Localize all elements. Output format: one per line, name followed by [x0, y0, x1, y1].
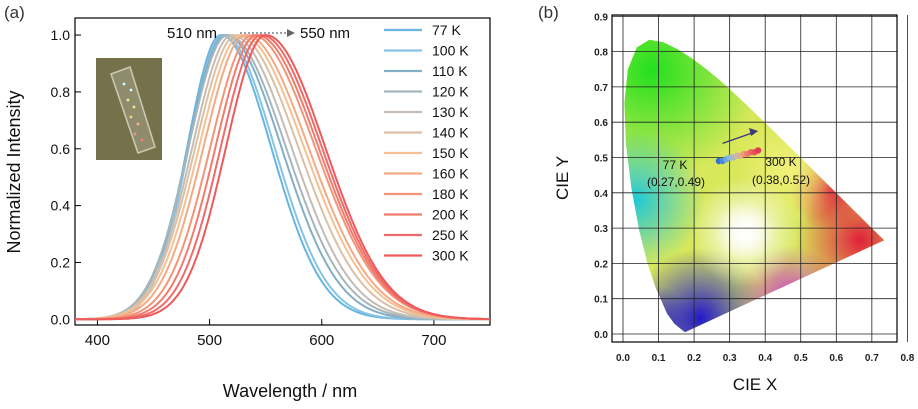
y-tick-label-b: 0.7 [594, 83, 608, 94]
x-tick-label-b: 0.0 [616, 353, 630, 364]
x-axis-label-b: CIE X [733, 375, 777, 394]
legend-entry: 110 K [432, 63, 468, 79]
plot-b-grid [612, 15, 908, 342]
shift-arrow-head [287, 29, 295, 37]
x-tick-label-b: 0.8 [900, 353, 914, 364]
y-tick-label-b: 0.8 [594, 48, 608, 59]
panel-b-label: (b) [538, 3, 559, 22]
plot-a-ticks: 400 500 600 700 0.0 0.2 0.4 0.6 0.8 1.0 [51, 27, 447, 349]
spectrum-line [75, 34, 490, 321]
legend-entry: 250 K [432, 227, 469, 243]
y-tick-label-a: 0.6 [51, 141, 71, 157]
x-tick-label-b: 0.7 [865, 353, 879, 364]
x-axis-label-a: Wavelength / nm [223, 381, 357, 401]
x-tick-label-b: 0.5 [794, 353, 808, 364]
spectrum-line [75, 34, 490, 321]
y-tick-label-b: 0.9 [594, 12, 608, 23]
x-tick-label-a: 500 [197, 332, 222, 349]
x-tick-label-b: 0.4 [758, 353, 772, 364]
legend-entry: 130 K [432, 104, 469, 120]
legend-entry: 180 K [432, 186, 469, 202]
y-tick-label-a: 0.0 [51, 311, 71, 327]
y-tick-label-b: 0.4 [594, 189, 608, 200]
y-tick-label-b: 0.5 [594, 154, 608, 165]
x-tick-label-b: 0.1 [652, 353, 666, 364]
label-300k: 300 K [765, 155, 796, 169]
legend-entry: 300 K [432, 248, 469, 264]
y-tick-label-b: 0.6 [594, 118, 608, 129]
x-tick-label-b: 0.6 [829, 353, 843, 364]
x-tick-label-a: 400 [85, 332, 110, 349]
y-tick-label-a: 0.8 [51, 84, 71, 100]
legend-entry: 200 K [432, 207, 469, 223]
spectrum-line [75, 34, 490, 321]
y-tick-label-b: 0.1 [594, 295, 608, 306]
x-tick-label-b: 0.2 [687, 353, 701, 364]
y-tick-label-b: 0.2 [594, 259, 608, 270]
x-tick-label-a: 700 [421, 332, 446, 349]
y-axis-label-b: CIE Y [553, 156, 572, 200]
y-tick-label-a: 0.4 [51, 198, 71, 214]
plot-a-curves [75, 34, 490, 321]
shift-arrow-b [722, 132, 753, 145]
y-tick-label-b: 0.3 [594, 224, 608, 235]
label-300k-coords: (0.38,0.52) [752, 173, 810, 187]
plot-b-ticks: 0.0 0.1 0.2 0.3 0.4 0.5 0.6 0.7 0.8 0.0 0.1 0.2 0.3 0… [594, 12, 915, 364]
shift-arrow-b-head [749, 128, 759, 137]
y-tick-label-a: 1.0 [51, 27, 71, 43]
y-tick-label-a: 0.2 [51, 254, 71, 270]
spectrum-line [75, 34, 490, 321]
peak-start-annotation: 510 nm [167, 25, 217, 42]
y-tick-label-b: 0.0 [594, 330, 608, 341]
x-tick-label-a: 600 [309, 332, 334, 349]
plot-b-frame [611, 14, 898, 343]
legend-entry: 150 K [432, 145, 469, 161]
legend-entry: 120 K [432, 84, 469, 100]
peak-end-annotation: 550 nm [300, 25, 350, 42]
y-axis-label-a: Normalized Intensity [4, 90, 24, 253]
cie-point [754, 147, 762, 154]
legend-entry: 77 K [432, 22, 461, 38]
legend: 77 K 100 K 110 K 120 K 130 K 140 K 150 K 160 K 1… [384, 22, 469, 264]
label-77k-coords: (0.27,0.49) [647, 175, 705, 189]
x-tick-label-b: 0.3 [723, 353, 737, 364]
legend-entry: 140 K [432, 125, 469, 141]
legend-entry: 160 K [432, 166, 469, 182]
plot-a-frame [74, 17, 491, 326]
legend-entry: 100 K [432, 43, 469, 59]
crystal-photo-inset [96, 58, 162, 160]
panel-a-label: (a) [4, 3, 25, 22]
label-77k: 77 K [663, 158, 688, 172]
plot-b-points [715, 128, 762, 165]
